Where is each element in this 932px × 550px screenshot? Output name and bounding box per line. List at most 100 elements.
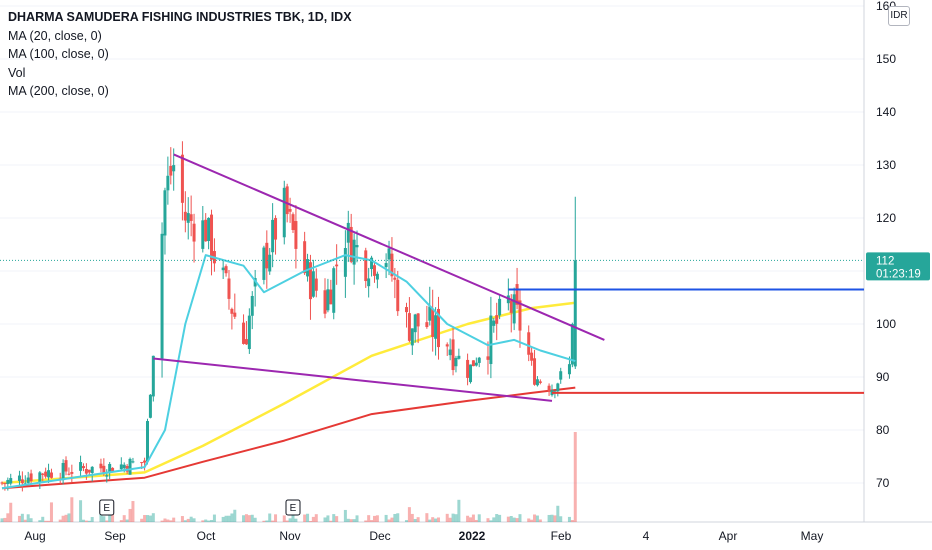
volume-bar	[61, 515, 65, 522]
candle-body	[151, 355, 155, 397]
volume-bar	[306, 513, 310, 522]
legend-ma20[interactable]: MA (20, close, 0)	[8, 28, 102, 43]
ma200-line	[1, 386, 576, 490]
time-axis[interactable]: Aug Sep Oct Nov Dec 2022 Feb 4 Apr May	[24, 529, 823, 543]
volume-bar	[323, 517, 327, 522]
candle-body	[143, 460, 147, 463]
volume-bar	[570, 520, 574, 522]
candle-body	[140, 462, 144, 464]
volume-bar	[387, 519, 391, 522]
candle-body	[512, 294, 516, 324]
candle-body	[451, 339, 455, 371]
volume-bar	[550, 514, 554, 522]
candle-body	[271, 219, 275, 253]
candle-body	[183, 211, 187, 221]
volume-bar	[346, 518, 350, 522]
candle-body	[393, 277, 397, 280]
volume-bar	[410, 513, 414, 522]
candle-body	[372, 265, 376, 276]
candle-body	[44, 471, 48, 477]
volume-bar	[20, 513, 24, 522]
volume-bar	[454, 514, 458, 522]
candle-body	[102, 465, 106, 474]
volume-bar	[180, 516, 184, 522]
candle-body	[285, 186, 289, 215]
volume-bar	[250, 514, 254, 522]
candle-body	[518, 300, 522, 331]
candle-body	[474, 362, 478, 366]
time-tick-label: 2022	[459, 529, 486, 543]
volume-bar	[530, 519, 534, 522]
ma200-polyline	[1, 386, 576, 490]
volume-bar	[393, 513, 397, 522]
candle-body	[105, 475, 109, 477]
candle-body	[370, 257, 374, 270]
candle-body	[329, 289, 333, 305]
candle-body	[495, 315, 499, 324]
earnings-label: E	[103, 503, 110, 514]
candle-body	[355, 244, 359, 248]
candle-body	[84, 469, 88, 474]
currency-badge[interactable]: IDR	[888, 6, 910, 26]
volume-bar	[6, 513, 10, 522]
volume-bar	[148, 515, 152, 522]
price-axis[interactable]: 708090100110120130140150160	[876, 0, 896, 490]
volume-bar	[492, 517, 496, 522]
volume-bar	[47, 520, 51, 522]
candle-body	[515, 284, 519, 305]
candle-body	[326, 289, 330, 311]
candle-body	[207, 217, 211, 242]
volume-bar	[67, 513, 71, 522]
legend-ma200[interactable]: MA (200, close, 0)	[8, 84, 109, 98]
volume-bar	[428, 519, 432, 522]
price-tick-label: 70	[876, 476, 890, 490]
price-tag-box	[866, 252, 930, 281]
volume-bar	[58, 519, 62, 522]
chart-legend: DHARMA SAMUDERA FISHING INDUSTRIES TBK, …	[8, 8, 352, 101]
candle-body	[9, 478, 13, 484]
volume-bar	[262, 520, 266, 522]
volume-bar	[559, 516, 563, 522]
volume-bar	[547, 514, 551, 522]
candle-body	[6, 479, 10, 484]
price-tick-label: 100	[876, 317, 896, 331]
volume-bar	[122, 515, 126, 522]
volume-bar	[108, 515, 112, 522]
candle-body	[244, 339, 248, 345]
time-tick-label: Oct	[197, 529, 216, 543]
upper-trendline	[173, 153, 605, 341]
volume-bar	[329, 520, 333, 522]
candle-body	[166, 175, 170, 191]
candle-body	[570, 324, 574, 365]
candle-body	[303, 241, 307, 274]
candle-body	[457, 355, 461, 359]
candle-body	[41, 473, 45, 475]
volume-bar	[332, 514, 336, 522]
volume-bar	[553, 515, 557, 522]
candle-body	[108, 463, 112, 473]
volume-bar	[425, 513, 429, 522]
ma100-line	[1, 301, 576, 485]
volume-bar	[512, 517, 516, 522]
volume-bar	[407, 507, 411, 522]
candle-body	[64, 460, 68, 472]
volume-bar	[186, 518, 190, 522]
volume-bar	[372, 515, 376, 522]
volume-bar	[573, 432, 577, 522]
candle-body	[471, 360, 475, 367]
volume-bar	[26, 514, 30, 522]
time-tick-label: Aug	[24, 529, 45, 543]
price-tick-label: 130	[876, 158, 896, 172]
legend-ma100[interactable]: MA (100, close, 0)	[8, 47, 109, 61]
candle-body	[314, 278, 318, 291]
legend-title[interactable]: DHARMA SAMUDERA FISHING INDUSTRIES TBK, …	[8, 10, 352, 24]
volume-bar	[160, 520, 164, 522]
candle-body	[230, 308, 234, 314]
price-tick-label: 80	[876, 423, 890, 437]
candle-body	[87, 469, 91, 473]
volume-bar	[0, 518, 4, 522]
legend-vol[interactable]: Vol	[8, 65, 26, 80]
candle-body	[489, 315, 493, 365]
